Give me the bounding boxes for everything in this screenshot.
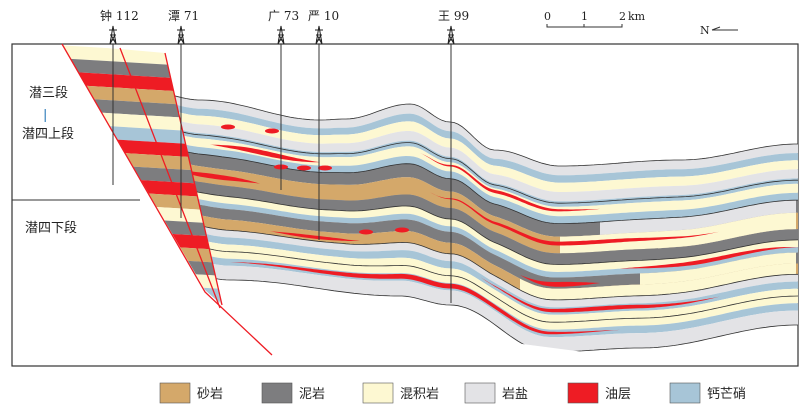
legend-item: 钙芒硝 — [669, 382, 746, 404]
derrick-icon — [109, 25, 117, 45]
derrick-icon — [277, 25, 285, 45]
legend: 砂岩 泥岩 混积岩 岩盐 油层 钙芒硝 — [159, 382, 746, 404]
stratum-boundary — [165, 91, 798, 167]
legend-swatch — [464, 382, 496, 404]
stratum-boundary — [165, 144, 799, 224]
derrick-icon — [447, 25, 455, 45]
rock-salt-layer — [62, 291, 222, 305]
well-label: 严 10 — [308, 9, 339, 23]
scale-bar: 0 1 2 km — [544, 10, 646, 28]
scale-tick-0: 0 — [544, 10, 551, 23]
legend-label: 混积岩 — [400, 387, 439, 402]
derrick-icon — [177, 25, 185, 45]
stratum-boundary — [165, 214, 799, 301]
well: 钟 112 — [100, 8, 139, 185]
stratum-boundary — [165, 125, 798, 204]
oil-lens — [265, 128, 279, 134]
legend-swatch — [159, 382, 191, 404]
unit-label-upper: 潜三段 — [29, 86, 68, 101]
well-label: 潭 71 — [168, 9, 199, 23]
derrick-icon — [315, 25, 323, 45]
stratum-boundary — [165, 234, 799, 323]
legend-item: 泥岩 — [261, 382, 325, 404]
unit-label-upper2: 潜四上段 — [22, 127, 74, 142]
oil-lens — [297, 165, 311, 171]
legend-item: 砂岩 — [159, 382, 223, 404]
fault-line-3 — [164, 52, 223, 306]
north-arrow-head — [711, 26, 721, 31]
oil-lens — [359, 229, 373, 235]
well-label: 广 73 — [268, 9, 299, 23]
fault-line-1 — [61, 43, 273, 356]
legend-item: 油层 — [567, 382, 631, 404]
well: 严 10 — [308, 9, 339, 240]
legend-item: 岩盐 — [464, 382, 528, 404]
mixed-rock-layer — [640, 252, 796, 285]
stratum-boundary — [165, 261, 798, 353]
mixed-rock-layer — [560, 212, 796, 254]
scale-tick-1: 1 — [581, 10, 588, 23]
well-label: 钟 112 — [100, 8, 139, 23]
legend-swatch — [669, 382, 701, 404]
mixed-rock-layer — [520, 263, 796, 300]
oil-layer — [520, 274, 600, 287]
scale-tick-2: 2 — [619, 10, 626, 23]
well-label: 王 99 — [438, 9, 469, 23]
well: 王 99 — [438, 9, 469, 303]
legend-label: 砂岩 — [197, 387, 223, 402]
legend-label: 油层 — [605, 387, 631, 402]
north-label: N — [700, 24, 710, 37]
oil-lens — [221, 124, 235, 130]
legend-item: 混积岩 — [362, 382, 439, 404]
oil-lens — [395, 227, 409, 233]
fault-line-2 — [119, 47, 221, 309]
legend-label: 岩盐 — [502, 387, 528, 402]
legend-label: 泥岩 — [299, 387, 325, 402]
mixed-rock-layer — [165, 228, 798, 330]
oil-lens — [318, 165, 332, 171]
main-strata — [165, 91, 799, 353]
oil-layer — [270, 231, 360, 241]
wells: 钟 112 潭 71 广 73 严 10 王 99 — [100, 8, 469, 303]
oil-layer — [210, 144, 320, 163]
legend-swatch — [362, 382, 394, 404]
mudstone-layer — [165, 171, 658, 265]
unit-label-lower: 潜四下段 — [25, 221, 77, 236]
rock-salt-layer — [600, 200, 796, 235]
well: 潭 71 — [168, 9, 199, 218]
stratum-boundary — [165, 181, 799, 265]
oil-layer — [430, 192, 720, 246]
scale-unit: km — [628, 10, 646, 23]
legend-swatch — [261, 382, 293, 404]
faults — [61, 43, 273, 356]
north-arrow: N — [700, 24, 738, 37]
unit-separator: | — [43, 108, 47, 123]
sandstone-layer — [165, 156, 798, 254]
legend-swatch — [567, 382, 599, 404]
rock-salt-layer — [165, 248, 798, 352]
well: 广 73 — [268, 9, 299, 190]
oil-layer — [620, 247, 798, 269]
legend-label: 钙芒硝 — [707, 386, 746, 402]
